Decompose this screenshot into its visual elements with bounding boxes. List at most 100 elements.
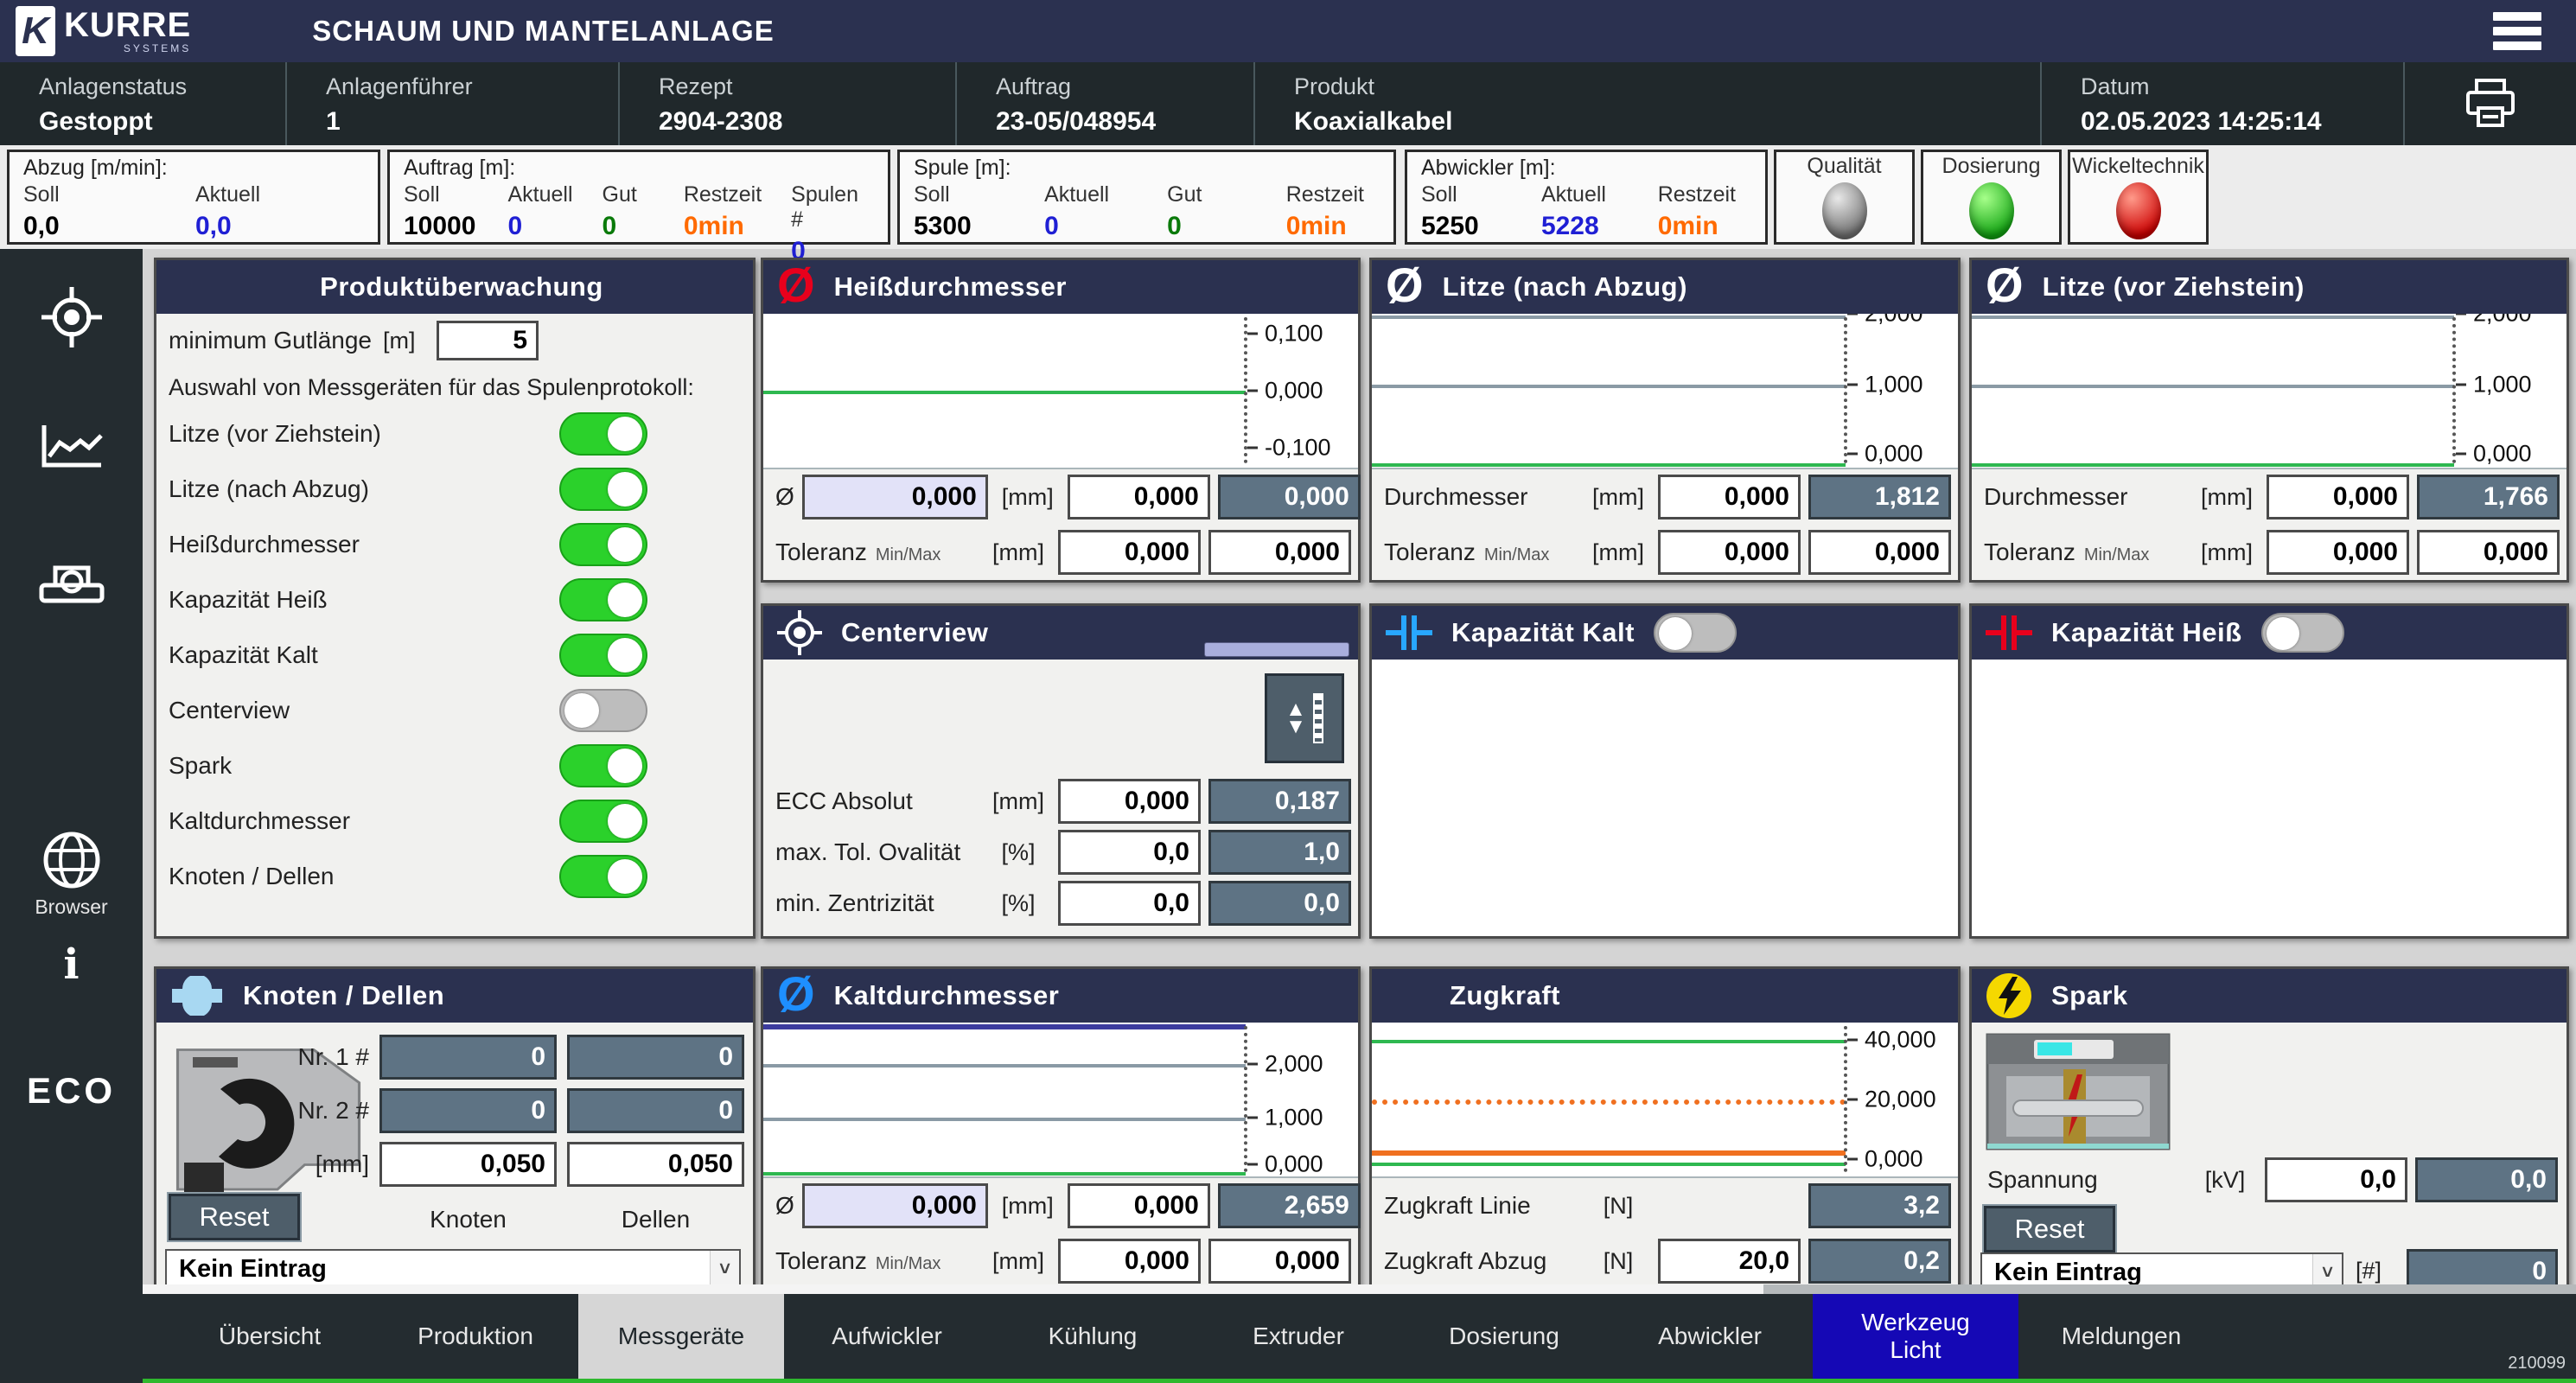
- logo-text: KURRE: [64, 6, 192, 44]
- dellen-schwelle-input[interactable]: 0,050: [567, 1142, 744, 1187]
- kurre-logo-icon: K: [16, 6, 55, 56]
- tab-aufwickler[interactable]: Aufwickler: [832, 1322, 942, 1349]
- tab-abwickler[interactable]: Abwickler: [1658, 1322, 1762, 1349]
- diameter-icon: Ø: [1986, 258, 2024, 312]
- dia-min-input[interactable]: 0,000: [1067, 475, 1210, 519]
- chart-line-ist: [1972, 462, 2454, 467]
- gutlaenge-input[interactable]: 5: [437, 321, 539, 360]
- kapazitaet-kalt-toggle[interactable]: [1653, 613, 1737, 653]
- zugkraft-abzug-display: 0,2: [1808, 1239, 1951, 1284]
- toggle-kaltdurchmesser[interactable]: [559, 800, 647, 843]
- crosshair-icon: [777, 610, 822, 655]
- sidebar-item-trends[interactable]: [0, 422, 143, 472]
- durchmesser-input[interactable]: 0,000: [2267, 475, 2409, 519]
- spannung-display: 0,0: [2415, 1157, 2558, 1202]
- toleranz-max-input[interactable]: 0,000: [1208, 530, 1351, 575]
- status-rezept: Rezept 2904-2308: [618, 62, 955, 145]
- toggle-knoten-dellen[interactable]: [559, 855, 647, 898]
- durchmesser-label: Durchmesser: [1384, 483, 1528, 510]
- panel-kapazitaet-kalt: Kapazität Kalt: [1369, 603, 1961, 939]
- status-datum: Datum 02.05.2023 14:25:14: [2040, 62, 2403, 145]
- chart-line-referenz: [1972, 384, 2454, 388]
- durchmesser-actual-display: 1,766: [2417, 475, 2560, 519]
- toleranz-min-input[interactable]: 0,000: [2267, 530, 2409, 575]
- centerview-adjust-button[interactable]: ▲ ▼: [1265, 673, 1344, 763]
- toggle-spark[interactable]: [559, 744, 647, 787]
- qualitaet-led-icon: [1821, 182, 1867, 239]
- tab-produktion[interactable]: Produktion: [418, 1322, 533, 1349]
- ovalitaet-input[interactable]: 0,0: [1058, 830, 1201, 875]
- toggle-litze-nach-abzug[interactable]: [559, 468, 647, 511]
- toleranz-min-input[interactable]: 0,000: [1058, 1239, 1201, 1284]
- tab-messgeraete[interactable]: Messgeräte: [578, 1294, 784, 1379]
- sidebar-item-centerview[interactable]: [0, 284, 143, 351]
- tab-meldungen[interactable]: Meldungen: [2061, 1322, 2182, 1349]
- toleranz-min-input[interactable]: 0,000: [1658, 530, 1801, 575]
- wickeltechnik-led-icon: [2115, 182, 2161, 239]
- info-icon: i: [63, 940, 80, 989]
- panel-kapazitaet-heiss: Kapazität Heiß: [1969, 603, 2569, 939]
- print-button[interactable]: [2403, 62, 2576, 145]
- panel-header: Produktüberwachung: [156, 260, 753, 314]
- sidebar-item-eco[interactable]: ECO: [0, 1070, 143, 1112]
- dia-set-input[interactable]: 0,000: [801, 475, 988, 519]
- spark-tester-image: [1986, 1033, 2171, 1150]
- panel-header: Centerview: [763, 606, 1358, 660]
- build-number: 210099: [2508, 1354, 2566, 1373]
- toggle-litze-vor-ziehstein[interactable]: [559, 412, 647, 456]
- lightning-icon: [1986, 973, 2031, 1018]
- auswahl-text: Auswahl von Messgeräten für das Spulenpr…: [169, 374, 694, 400]
- nr1-knoten-display: 0: [379, 1035, 557, 1080]
- toleranz-label: Toleranz Min/Max: [1984, 539, 2150, 565]
- knoten-schwelle-input[interactable]: 0,050: [379, 1142, 557, 1187]
- hamburger-menu-icon[interactable]: [2493, 12, 2541, 50]
- dia-set-input[interactable]: 0,000: [801, 1183, 988, 1228]
- dia-min-input[interactable]: 0,000: [1067, 1183, 1210, 1228]
- kapazitaet-heiss-toggle[interactable]: [2260, 613, 2344, 653]
- horizontal-scrollbar[interactable]: [143, 1284, 2576, 1294]
- ecc-absolut-input[interactable]: 0,000: [1058, 779, 1201, 824]
- tab-dosierung[interactable]: Dosierung: [1449, 1322, 1559, 1349]
- durchmesser-input[interactable]: 0,000: [1658, 475, 1801, 519]
- zugkraft-abzug-input[interactable]: 20,0: [1658, 1239, 1801, 1284]
- kpi-abwickler: Abwickler [m]: Soll 5250 Aktuell 5228 Rest…: [1405, 150, 1768, 245]
- spannung-input[interactable]: 0,0: [2265, 1157, 2407, 1202]
- sidebar-item-report[interactable]: [0, 556, 143, 609]
- status-auftrag: Auftrag 23-05/048954: [955, 62, 1253, 145]
- knoten-reset-button[interactable]: Reset: [167, 1192, 302, 1242]
- chart-line-ist: [1372, 462, 1846, 467]
- toggle-kapazitaet-heiss[interactable]: [559, 578, 647, 621]
- scrollbar-thumb[interactable]: [143, 1284, 1763, 1294]
- toggle-centerview[interactable]: [559, 689, 647, 732]
- sidebar-item-info[interactable]: i: [0, 940, 143, 989]
- toleranz-max-input[interactable]: 0,000: [1808, 530, 1951, 575]
- ruler-icon: [1312, 693, 1323, 743]
- spark-reset-button[interactable]: Reset: [1982, 1204, 2117, 1254]
- toleranz-min-input[interactable]: 0,000: [1058, 530, 1201, 575]
- dia-label: Ø: [775, 1192, 794, 1219]
- printer-icon: [2466, 79, 2515, 127]
- knot-detector-image: [175, 1048, 361, 1192]
- knoten-protokoll-select[interactable]: Kein Eintrag ˅: [165, 1249, 741, 1289]
- zentrizitaet-input[interactable]: 0,0: [1058, 881, 1201, 926]
- toggle-heissdurchmesser[interactable]: [559, 523, 647, 566]
- tab-kuehlung[interactable]: Kühlung: [1048, 1322, 1138, 1349]
- toggle-kapazitaet-kalt[interactable]: [559, 634, 647, 677]
- toleranz-max-input[interactable]: 0,000: [1208, 1239, 1351, 1284]
- sidebar-item-browser[interactable]: Browser: [0, 830, 143, 919]
- panel-header: Ø Kaltdurchmesser: [763, 969, 1358, 1023]
- chevron-down-icon: ˅: [710, 1251, 739, 1287]
- chart-line-referenz1: [763, 1118, 1246, 1122]
- tab-extruder[interactable]: Extruder: [1253, 1322, 1344, 1349]
- tab-werkzeug-licht[interactable]: Werkzeug Licht: [1813, 1294, 2018, 1379]
- nr2-dellen-display: 0: [567, 1088, 744, 1133]
- report-printer-icon: [39, 565, 104, 603]
- durchmesser-label: Durchmesser: [1984, 483, 2128, 510]
- panel-header: Spark: [1972, 969, 2566, 1023]
- status-bar: Anlagenstatus Gestoppt Anlagenführer 1 R…: [0, 62, 2576, 145]
- gutlaenge-label: minimum Gutlänge: [169, 327, 372, 354]
- toleranz-max-input[interactable]: 0,000: [2417, 530, 2560, 575]
- tab-uebersicht[interactable]: Übersicht: [218, 1322, 322, 1349]
- panel-header: Kapazität Heiß: [1972, 606, 2566, 660]
- panel-centerview: Centerview ▲ ▼ ECC Absolut [mm] 0,000 0,1…: [761, 603, 1361, 939]
